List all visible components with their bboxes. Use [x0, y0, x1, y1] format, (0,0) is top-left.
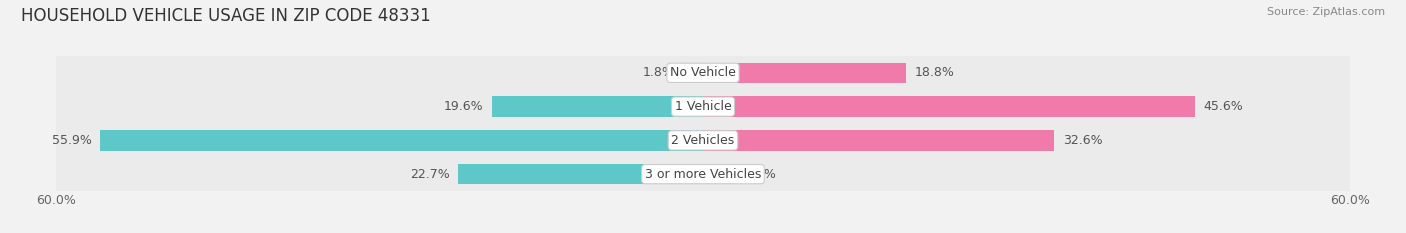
Bar	[683, 63, 703, 83]
Text: 22.7%: 22.7%	[411, 168, 450, 181]
Text: 1 Vehicle: 1 Vehicle	[675, 100, 731, 113]
Bar	[492, 96, 703, 117]
Text: 18.8%: 18.8%	[914, 66, 955, 79]
Bar	[703, 63, 905, 83]
Text: 2 Vehicles: 2 Vehicles	[672, 134, 734, 147]
Text: 32.6%: 32.6%	[1063, 134, 1102, 147]
Text: Source: ZipAtlas.com: Source: ZipAtlas.com	[1267, 7, 1385, 17]
Bar	[56, 157, 1350, 191]
Text: 55.9%: 55.9%	[52, 134, 91, 147]
Bar	[56, 90, 1350, 123]
Bar	[56, 123, 1350, 157]
Bar	[703, 96, 1195, 117]
Bar	[458, 164, 703, 184]
Bar	[56, 56, 1350, 90]
Text: 3.0%: 3.0%	[744, 168, 776, 181]
Text: 1.8%: 1.8%	[643, 66, 675, 79]
Text: HOUSEHOLD VEHICLE USAGE IN ZIP CODE 48331: HOUSEHOLD VEHICLE USAGE IN ZIP CODE 4833…	[21, 7, 430, 25]
Bar	[703, 164, 735, 184]
Text: 19.6%: 19.6%	[443, 100, 484, 113]
Text: No Vehicle: No Vehicle	[671, 66, 735, 79]
Bar	[100, 130, 703, 151]
Text: 3 or more Vehicles: 3 or more Vehicles	[645, 168, 761, 181]
Bar	[703, 130, 1054, 151]
Text: 45.6%: 45.6%	[1204, 100, 1243, 113]
